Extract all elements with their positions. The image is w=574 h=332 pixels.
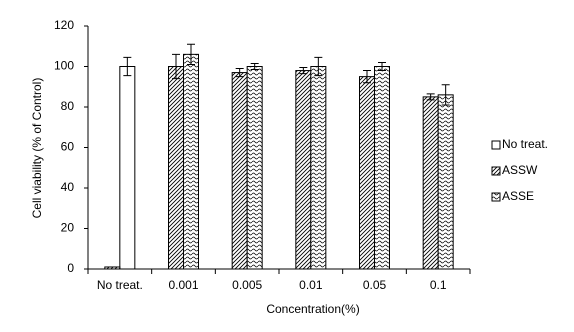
y-tick-label: 80: [61, 99, 75, 113]
error-bar: [187, 43, 195, 65]
error-bar: [172, 53, 180, 80]
bar: [437, 94, 454, 270]
bar: [168, 66, 184, 270]
bar: [119, 66, 136, 270]
legend-swatch: [491, 140, 501, 150]
y-tick-label: 120: [54, 18, 74, 32]
x-tick-label: 0.1: [430, 278, 447, 292]
error-bar: [123, 56, 132, 77]
y-tick-label: 0: [67, 261, 74, 275]
legend-swatch: [491, 166, 501, 176]
bar: [374, 66, 390, 270]
y-tick-label: 60: [61, 140, 75, 154]
y-tick-label: 40: [61, 180, 75, 194]
legend-swatch: [491, 192, 501, 202]
error-bar: [250, 62, 259, 71]
x-axis-label: Concentration(%): [266, 302, 359, 316]
bar: [295, 70, 312, 270]
y-axis-label: Cell viability (% of Control): [30, 78, 44, 219]
x-tick-label: 0.05: [363, 278, 387, 292]
error-bar: [426, 93, 435, 101]
bar: [104, 266, 121, 270]
x-tick-label: 0.001: [168, 278, 198, 292]
x-tick-label: No treat.: [97, 278, 143, 292]
bar: [310, 66, 327, 270]
bar: [246, 66, 263, 270]
bar: [183, 53, 199, 270]
error-bar: [441, 84, 450, 106]
legend-label: ASSW: [502, 163, 538, 177]
x-tick-label: 0.01: [299, 278, 323, 292]
error-bar: [363, 70, 371, 84]
error-bar: [314, 56, 323, 77]
y-tick-label: 100: [54, 59, 74, 73]
bar: [359, 76, 375, 270]
legend-label: No treat.: [502, 137, 548, 151]
error-bar: [378, 61, 386, 72]
x-tick-label: 0.005: [232, 278, 262, 292]
legend-label: ASSE: [502, 189, 534, 203]
bar: [231, 72, 248, 270]
error-bar: [299, 67, 308, 75]
y-tick-label: 20: [61, 221, 75, 235]
error-bar: [235, 68, 244, 78]
bar: [422, 96, 439, 270]
